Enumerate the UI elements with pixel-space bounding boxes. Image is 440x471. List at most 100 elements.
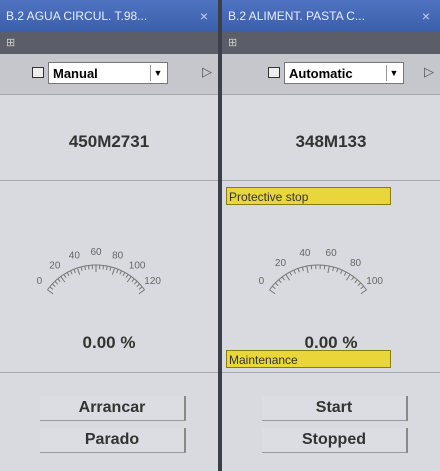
gauge-tick bbox=[360, 289, 367, 295]
gauge-tick bbox=[57, 278, 61, 283]
gauge-tick bbox=[332, 266, 335, 272]
gauge-tick bbox=[274, 282, 279, 287]
gauge-tick bbox=[60, 276, 66, 283]
note-label: Maintenance bbox=[226, 350, 391, 368]
gauge-label: 20 bbox=[275, 258, 287, 269]
mode-row: Automatic ▼ ▷ bbox=[222, 54, 440, 95]
value-text: 0.00 % bbox=[82, 333, 136, 352]
toolbar: ⊞ bbox=[222, 32, 440, 54]
gauge-label: 120 bbox=[144, 276, 161, 287]
title-bar: B.2 ALIMENT. PASTA C... × bbox=[222, 0, 440, 32]
gauge: 0 20 40 60 80 100 bbox=[259, 248, 383, 295]
play-icon: ▷ bbox=[202, 64, 212, 79]
gauge-tick bbox=[70, 270, 73, 275]
gauge-label: 100 bbox=[129, 260, 146, 271]
gauge-arc bbox=[269, 264, 367, 291]
title-text: B.2 ALIMENT. PASTA C... bbox=[228, 9, 365, 23]
separator bbox=[0, 372, 218, 373]
gauge-tick bbox=[327, 265, 330, 274]
gauge-tick bbox=[301, 266, 304, 272]
gauge-label: 40 bbox=[299, 248, 311, 259]
play-icon: ▷ bbox=[424, 64, 434, 79]
action-button[interactable]: Stopped bbox=[262, 428, 408, 453]
mode-icon bbox=[268, 67, 280, 78]
gauge-label: 0 bbox=[259, 276, 265, 287]
gauge-label: 20 bbox=[49, 260, 61, 271]
separator bbox=[0, 180, 218, 181]
status-label: Protective stop bbox=[226, 187, 391, 205]
title-text: B.2 AGUA CIRCUL. T.98... bbox=[6, 9, 148, 23]
gauge-tick bbox=[136, 283, 141, 288]
gauge-tick bbox=[122, 272, 126, 277]
mode-select[interactable]: Automatic ▼ bbox=[284, 62, 404, 84]
separator bbox=[222, 180, 440, 181]
gauge-tick bbox=[131, 278, 135, 283]
gauge-tick bbox=[360, 285, 365, 290]
gauge-tick bbox=[119, 270, 122, 275]
gauge-tick bbox=[306, 265, 309, 274]
gauge-tick bbox=[111, 267, 116, 275]
gauge-tick bbox=[343, 271, 347, 276]
dropdown-arrow: ▼ bbox=[386, 65, 401, 81]
gauge-tick bbox=[293, 269, 296, 274]
gauge-tick bbox=[138, 286, 143, 290]
mode-select[interactable]: Manual ▼ bbox=[48, 62, 168, 84]
gauge-tick bbox=[345, 274, 351, 281]
toolbar: ⊞ bbox=[0, 32, 218, 54]
equipment-code: 348M133 bbox=[295, 132, 367, 151]
gauge-tick bbox=[54, 280, 59, 285]
gauge-tick bbox=[73, 269, 76, 274]
gauge-tick bbox=[76, 267, 81, 275]
gauge-tick bbox=[336, 268, 339, 273]
close-button[interactable]: × bbox=[421, 8, 430, 24]
gauge-tick bbox=[106, 265, 108, 271]
gauge-tick bbox=[87, 265, 90, 270]
value-text: 0.00 % bbox=[304, 333, 358, 352]
gauge-tick bbox=[109, 266, 112, 271]
gauge-tick bbox=[285, 274, 291, 281]
gauge-tick bbox=[354, 279, 358, 284]
gauge-tick bbox=[297, 268, 300, 273]
mode-row: Manual ▼ ▷ bbox=[0, 54, 218, 95]
gauge-tick bbox=[340, 269, 343, 274]
gauge-label: 60 bbox=[90, 247, 102, 258]
gauge-label: 80 bbox=[350, 258, 362, 269]
gauge-label: 100 bbox=[366, 276, 383, 287]
gauge-tick bbox=[357, 282, 362, 287]
gauge-tick bbox=[126, 276, 132, 283]
close-button[interactable]: × bbox=[199, 8, 208, 24]
gauge-label: 40 bbox=[69, 250, 81, 261]
gauge-tick bbox=[47, 289, 54, 295]
gauge-tick bbox=[351, 276, 355, 281]
gauge: 0 20 40 60 80 100 120 bbox=[37, 247, 161, 295]
gauge-tick bbox=[116, 269, 119, 274]
gauge-tick bbox=[278, 279, 282, 284]
gauge-tick bbox=[63, 274, 67, 278]
gauge-tick bbox=[289, 271, 293, 276]
action-button[interactable]: Parado bbox=[40, 428, 186, 453]
gauge-tick bbox=[269, 289, 276, 295]
gauge-tick bbox=[125, 274, 129, 278]
gauge-tick bbox=[51, 283, 56, 288]
action-button[interactable]: Start bbox=[262, 396, 408, 421]
dropdown-arrow: ▼ bbox=[150, 65, 165, 81]
gauge-tick bbox=[133, 280, 138, 285]
action-button[interactable]: Arrancar bbox=[40, 396, 186, 421]
gauge-tick bbox=[80, 266, 83, 271]
equipment-code: 450M2731 bbox=[68, 132, 150, 151]
gauge-tick bbox=[281, 276, 285, 281]
gauge-tick bbox=[102, 265, 105, 270]
panel: B.2 ALIMENT. PASTA C... × ⊞ Automatic ▼ ▷ 348M… bbox=[222, 0, 440, 471]
panel: B.2 AGUA CIRCUL. T.98... × ⊞ Manual ▼ ▷ 450M27… bbox=[0, 0, 218, 471]
gauge-tick bbox=[49, 286, 54, 290]
gauge-label: 0 bbox=[37, 276, 43, 287]
title-bar: B.2 AGUA CIRCUL. T.98... × bbox=[0, 0, 218, 32]
gauge-tick bbox=[66, 272, 70, 277]
gauge-tick bbox=[84, 265, 86, 271]
mode-text: Automatic bbox=[289, 66, 353, 81]
gauge-label: 60 bbox=[326, 248, 338, 259]
mode-icon bbox=[32, 67, 44, 78]
gauge-tick bbox=[138, 289, 145, 295]
gauge-tick bbox=[271, 285, 276, 290]
